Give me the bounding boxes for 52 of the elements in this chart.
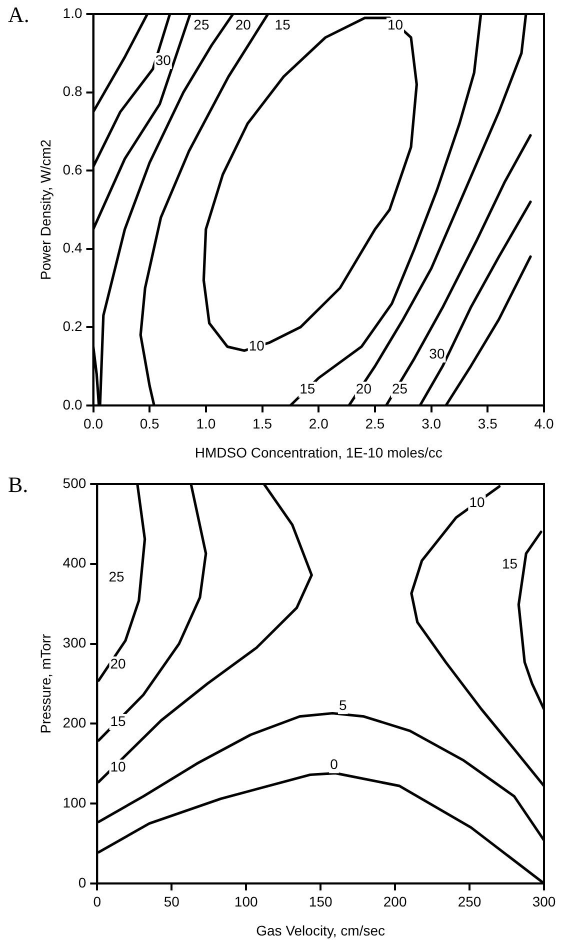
x-tick-label: 4.0 xyxy=(534,416,554,432)
y-tick-label: 300 xyxy=(62,634,86,651)
y-tick-label: 100 xyxy=(62,794,86,810)
chart-title: A. xyxy=(8,2,30,28)
annotation: 20 xyxy=(356,380,372,397)
y-tick-label: 0.8 xyxy=(62,83,82,100)
annotation: 30 xyxy=(429,345,445,362)
y-tick-label: 400 xyxy=(62,554,86,571)
y-tick-label: 0 xyxy=(78,874,86,890)
annotation: 15 xyxy=(110,712,126,729)
x-axis-title: HMDSO Concentration, 1E-10 moles/cc xyxy=(194,444,442,460)
x-tick-label: 150 xyxy=(308,894,332,910)
annotation: 20 xyxy=(235,16,252,33)
annotation: 10 xyxy=(248,338,265,354)
annotation: 15 xyxy=(502,556,518,572)
y-tick-label: 0.6 xyxy=(62,161,82,178)
x-tick-label: 200 xyxy=(383,894,407,910)
y-tick-label: 500 xyxy=(62,474,86,491)
y-axis-title: Power Density, W/cm2 xyxy=(37,139,54,280)
x-tick-label: 1.5 xyxy=(252,416,272,432)
x-tick-label: 2.0 xyxy=(308,416,329,432)
x-tick-label: 3.5 xyxy=(478,416,498,432)
x-axis-title: Gas Velocity, cm/sec xyxy=(256,922,386,938)
x-tick-label: 0.5 xyxy=(140,416,160,432)
x-tick-label: 300 xyxy=(532,894,556,910)
x-tick-label: 0.0 xyxy=(84,416,104,432)
annotation: 10 xyxy=(110,758,126,774)
y-tick-label: 0.0 xyxy=(62,396,82,412)
y-tick-label: 1.0 xyxy=(62,4,82,21)
chart-title: B. xyxy=(8,472,28,498)
annotation: 10 xyxy=(469,494,485,510)
y-tick-label: 200 xyxy=(62,714,86,730)
annotation: 0 xyxy=(330,756,338,772)
annotation: 25 xyxy=(194,16,210,33)
x-tick-label: 50 xyxy=(164,894,180,910)
x-tick-label: 1.0 xyxy=(196,416,216,432)
annotation: 25 xyxy=(108,568,125,584)
annotation: 10 xyxy=(387,16,404,33)
y-axis-title: Pressure, mTorr xyxy=(37,634,54,734)
annotation: 15 xyxy=(274,16,291,33)
annotation: 30 xyxy=(155,52,172,68)
annotation: 5 xyxy=(339,696,348,713)
x-tick-label: 0 xyxy=(93,894,102,910)
annotation: 20 xyxy=(110,655,126,672)
y-tick-label: 0.4 xyxy=(62,240,82,256)
x-tick-label: 100 xyxy=(234,894,258,910)
annotation: 15 xyxy=(300,380,316,397)
x-tick-label: 3.0 xyxy=(422,416,442,432)
x-tick-label: 2.5 xyxy=(365,416,385,432)
y-tick-label: 0.2 xyxy=(62,318,82,334)
annotation: 25 xyxy=(392,380,408,397)
x-tick-label: 250 xyxy=(458,894,482,910)
